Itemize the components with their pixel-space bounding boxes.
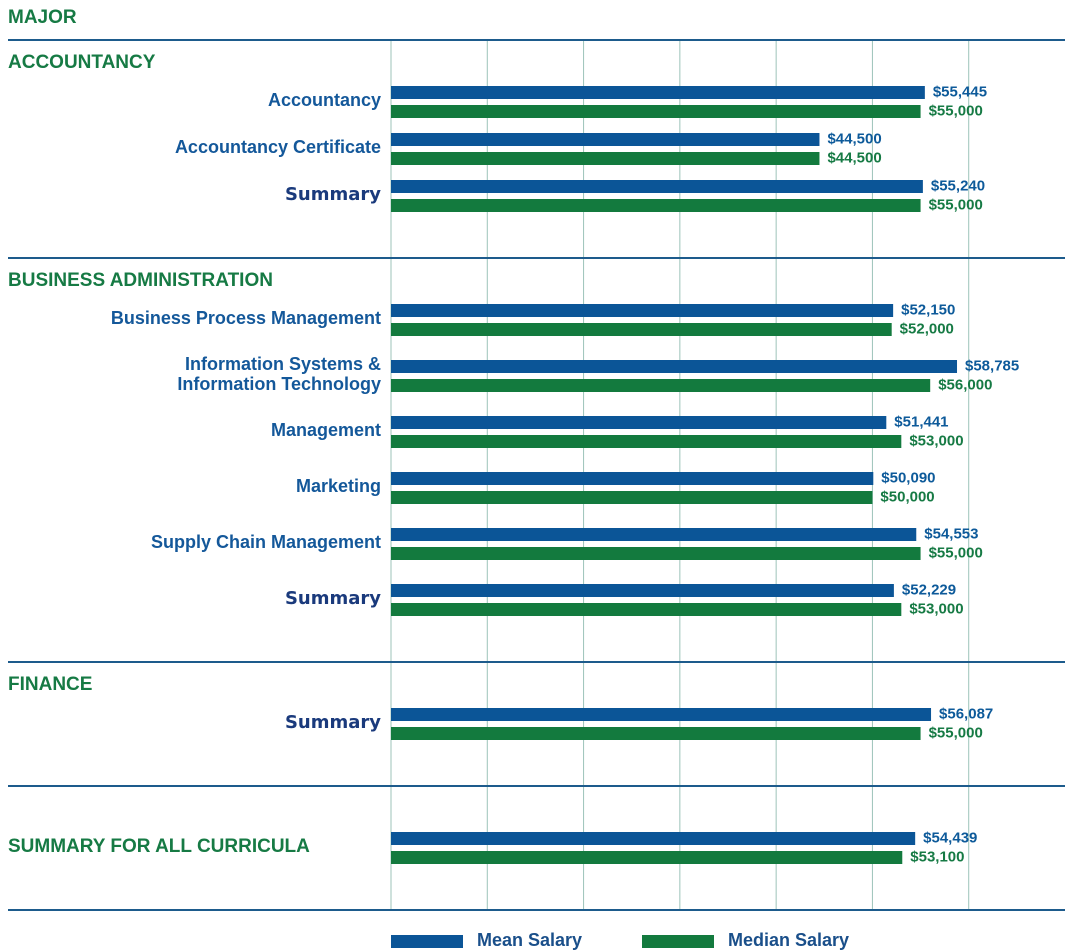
- row-label: Business Process Management: [111, 308, 381, 328]
- value-label: $50,090: [881, 469, 935, 486]
- row-label: Summary: [285, 712, 381, 733]
- value-label: $55,000: [929, 724, 983, 741]
- value-label: $52,150: [901, 301, 955, 318]
- bar: [391, 152, 820, 165]
- section-title: FINANCE: [8, 674, 92, 695]
- value-label: $44,500: [827, 130, 881, 147]
- bar: [391, 435, 902, 448]
- value-label: $55,445: [933, 83, 987, 100]
- bar: [391, 727, 921, 740]
- section-title: ACCOUNTANCY: [8, 52, 156, 73]
- value-label: $44,500: [827, 149, 881, 166]
- row-label: Supply Chain Management: [151, 532, 381, 552]
- row-label: Management: [271, 420, 381, 440]
- value-label: $58,785: [965, 357, 1019, 374]
- value-label: $55,000: [929, 102, 983, 119]
- value-label: $50,000: [880, 488, 934, 505]
- value-label: $53,000: [909, 432, 963, 449]
- bar: [391, 547, 921, 560]
- bar: [391, 491, 873, 504]
- bar: [391, 832, 916, 845]
- value-label: $56,000: [938, 376, 992, 393]
- value-label: $53,100: [910, 848, 964, 865]
- value-label: $54,553: [924, 525, 978, 542]
- row-label: Information Systems &: [185, 354, 381, 374]
- bar: [391, 472, 874, 485]
- row-label: Summary: [285, 184, 381, 205]
- bar: [391, 603, 902, 616]
- bar: [391, 379, 931, 392]
- section-title: SUMMARY FOR ALL CURRICULA: [8, 836, 310, 857]
- section-title: BUSINESS ADMINISTRATION: [8, 270, 273, 291]
- row-label: Accountancy: [268, 90, 381, 110]
- value-label: $56,087: [939, 705, 993, 722]
- row-label: Accountancy Certificate: [175, 137, 381, 157]
- row-label: Summary: [285, 588, 381, 609]
- value-label: $55,240: [931, 177, 985, 194]
- value-label: $55,000: [929, 544, 983, 561]
- value-label: $55,000: [929, 196, 983, 213]
- bar: [391, 584, 894, 597]
- bar: [391, 304, 894, 317]
- value-label: $52,229: [902, 581, 956, 598]
- legend-swatch: [642, 935, 714, 948]
- row-label: Information Technology: [177, 374, 381, 394]
- legend-swatch: [391, 935, 463, 948]
- header: MAJOR: [8, 7, 77, 28]
- bar: [391, 360, 958, 373]
- bar: [391, 105, 921, 118]
- value-label: $54,439: [923, 829, 977, 846]
- value-label: $53,000: [909, 600, 963, 617]
- bar: [391, 528, 917, 541]
- value-label: $51,441: [894, 413, 948, 430]
- bar: [391, 323, 892, 336]
- bar: [391, 133, 820, 146]
- row-label: Marketing: [296, 476, 381, 496]
- bar: [391, 416, 887, 429]
- legend-label: Median Salary: [728, 930, 849, 950]
- bar: [391, 199, 921, 212]
- bar: [391, 708, 932, 721]
- legend-label: Mean Salary: [477, 930, 582, 950]
- bar: [391, 86, 925, 99]
- value-label: $52,000: [900, 320, 954, 337]
- bar: [391, 180, 923, 193]
- bar: [391, 851, 903, 864]
